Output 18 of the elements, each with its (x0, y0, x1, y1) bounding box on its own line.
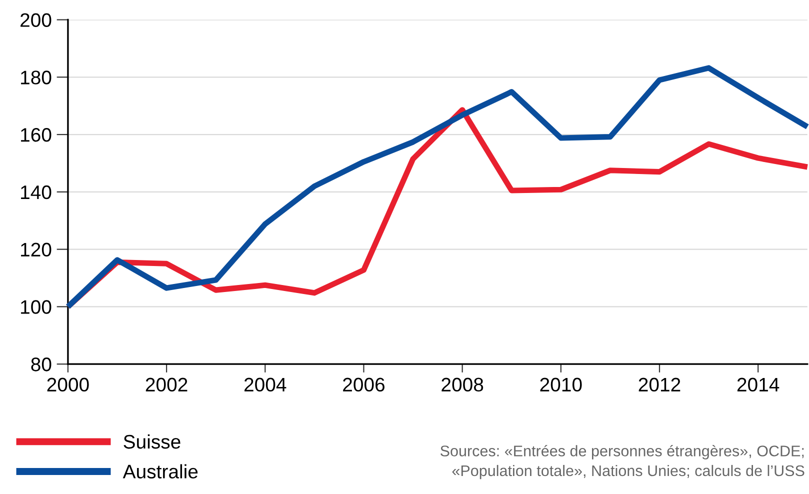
x-tick-label: 2014 (737, 378, 780, 392)
x-tick-label: 2008 (442, 378, 484, 392)
y-tick-label: 200 (20, 13, 52, 27)
x-tick-label: 2000 (47, 378, 89, 392)
y-tick-label: 100 (21, 300, 52, 314)
y-tick-label: 180 (21, 70, 52, 84)
legend-label: Suisse (124, 434, 180, 449)
y-tick-label: 140 (21, 185, 52, 200)
y-tick-label: 160 (21, 128, 52, 142)
legend-label: Australie (122, 464, 198, 478)
x-tick-label: 2006 (343, 378, 384, 392)
y-tick-label: 80 (31, 358, 52, 372)
x-tick-label: 2012 (638, 378, 680, 392)
x-tick-label: 2010 (540, 378, 582, 392)
x-tick-label: 2004 (244, 378, 286, 392)
y-tick-label: 120 (21, 242, 52, 257)
source-note: Sources: «Entrées de personnes étrangères», OCDE; «Population totale», Nations Unies; calculs de l’USS (440, 444, 804, 480)
x-tick-label: 2002 (146, 378, 188, 392)
